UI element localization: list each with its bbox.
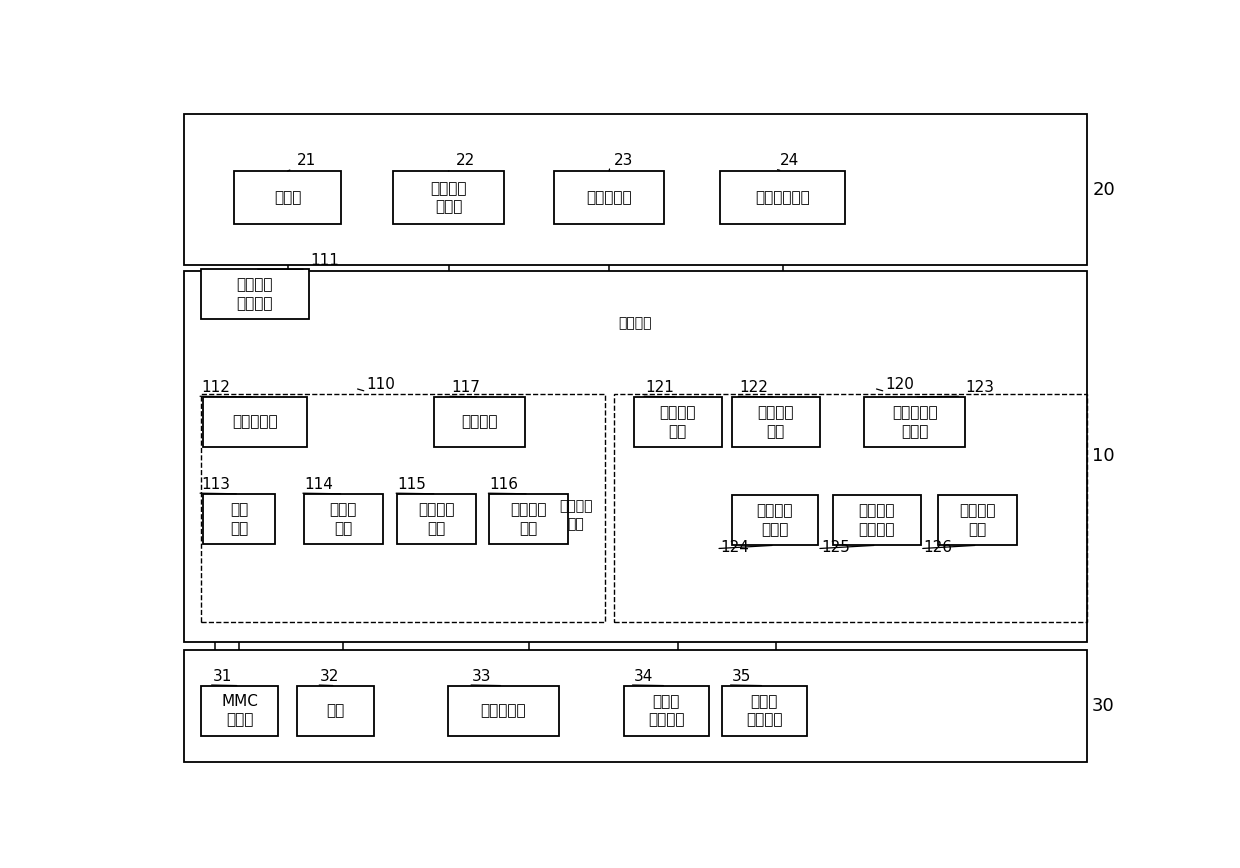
- Text: 21: 21: [298, 153, 316, 168]
- Text: 126: 126: [924, 540, 952, 556]
- Text: 123: 123: [965, 380, 994, 395]
- Text: 31: 31: [213, 668, 232, 684]
- Text: 35: 35: [732, 668, 751, 684]
- Bar: [184, 271, 1087, 642]
- Text: 33: 33: [472, 668, 491, 684]
- Bar: [234, 171, 341, 225]
- Text: 安稳控制
装置: 安稳控制 装置: [960, 503, 996, 537]
- Text: 交流开关: 交流开关: [461, 414, 497, 430]
- Text: 运行人员
工作站: 运行人员 工作站: [430, 181, 466, 214]
- Text: 125: 125: [821, 540, 849, 556]
- Text: 120: 120: [885, 377, 914, 391]
- Text: MMC
子模块: MMC 子模块: [221, 694, 258, 727]
- Bar: [201, 686, 278, 736]
- Text: 控制总线: 控制总线: [619, 316, 652, 331]
- Bar: [614, 393, 1087, 622]
- Text: 24: 24: [780, 153, 799, 168]
- Bar: [201, 393, 605, 622]
- Bar: [434, 397, 525, 447]
- Text: 直流场
就地接口: 直流场 就地接口: [649, 694, 684, 727]
- Text: 122: 122: [739, 380, 768, 395]
- Text: 工程师工作站: 工程师工作站: [755, 190, 810, 205]
- Bar: [393, 171, 503, 225]
- Text: 10: 10: [1092, 447, 1115, 465]
- Text: 112: 112: [201, 380, 229, 395]
- Text: 30: 30: [1092, 697, 1115, 715]
- Text: 接地电阻监
测装置: 接地电阻监 测装置: [892, 405, 937, 438]
- Text: 换流变保
护装置: 换流变保 护装置: [756, 503, 794, 537]
- Text: 23: 23: [614, 153, 634, 168]
- Text: 交流场
就地接口: 交流场 就地接口: [746, 694, 782, 727]
- Bar: [720, 171, 844, 225]
- Text: 117: 117: [451, 380, 480, 395]
- Text: 交流站控
装置: 交流站控 装置: [758, 405, 794, 438]
- Text: 32: 32: [320, 668, 340, 684]
- Bar: [203, 494, 275, 544]
- Bar: [939, 495, 1017, 545]
- Bar: [490, 494, 568, 544]
- Text: 113: 113: [201, 477, 231, 492]
- Bar: [832, 495, 921, 545]
- Text: 直流断路器: 直流断路器: [481, 703, 526, 718]
- Bar: [203, 397, 306, 447]
- Text: 111: 111: [311, 253, 340, 268]
- Text: 阀控
装置: 阀控 装置: [229, 502, 248, 536]
- Text: 116: 116: [490, 477, 518, 492]
- Bar: [397, 494, 476, 544]
- Text: 极控制装置: 极控制装置: [232, 414, 278, 430]
- Text: 22: 22: [456, 153, 475, 168]
- Bar: [298, 686, 374, 736]
- Bar: [732, 495, 818, 545]
- Bar: [304, 494, 383, 544]
- Bar: [732, 397, 820, 447]
- Bar: [634, 397, 722, 447]
- Text: 115: 115: [397, 477, 427, 492]
- Text: 34: 34: [634, 668, 653, 684]
- Bar: [184, 115, 1087, 265]
- Text: 线路保护
装置: 线路保护 装置: [511, 502, 547, 536]
- Text: 接口: 接口: [326, 703, 345, 718]
- Text: 站长工作站: 站长工作站: [587, 190, 632, 205]
- Text: 20: 20: [1092, 181, 1115, 199]
- Text: 极保护
装置: 极保护 装置: [330, 502, 357, 536]
- Bar: [722, 686, 806, 736]
- Text: 直流站控
装置: 直流站控 装置: [660, 405, 696, 438]
- Text: 110: 110: [367, 377, 396, 391]
- Text: 多端协调
控制装置: 多端协调 控制装置: [237, 278, 273, 311]
- Bar: [201, 269, 309, 319]
- Bar: [624, 686, 708, 736]
- Bar: [448, 686, 558, 736]
- Text: 114: 114: [304, 477, 332, 492]
- Text: 服务器: 服务器: [274, 190, 301, 205]
- Text: 母线保护
装置: 母线保护 装置: [418, 502, 455, 536]
- Text: 高频通信
链路: 高频通信 链路: [559, 500, 593, 531]
- Bar: [554, 171, 665, 225]
- Text: 124: 124: [720, 540, 749, 556]
- Text: 交流耗能
控制装置: 交流耗能 控制装置: [858, 503, 895, 537]
- Bar: [864, 397, 965, 447]
- Text: 121: 121: [645, 380, 675, 395]
- Bar: [184, 650, 1087, 762]
